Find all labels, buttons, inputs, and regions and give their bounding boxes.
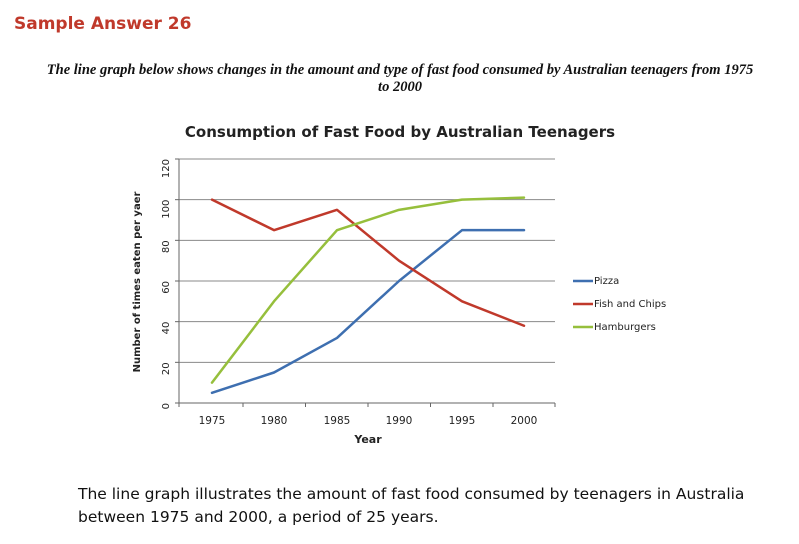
legend-label: Pizza bbox=[594, 276, 619, 287]
task-prompt: The line graph below shows changes in th… bbox=[46, 62, 754, 95]
series-line-fish-and-chips bbox=[210, 198, 526, 327]
chart-title: Consumption of Fast Food by Australian T… bbox=[185, 123, 615, 141]
page-heading: Sample Answer 26 bbox=[14, 14, 192, 34]
y-tick-label: 40 bbox=[161, 322, 172, 335]
answer-paragraph: The line graph illustrates the amount of… bbox=[78, 485, 745, 526]
x-tick-label: 1995 bbox=[449, 415, 476, 427]
legend: Pizza Fish and Chips Hamburgers bbox=[573, 276, 666, 333]
x-tick-label: 2000 bbox=[511, 415, 538, 427]
series-line-pizza bbox=[210, 228, 526, 395]
y-axis-label: Number of times eaten per yaer bbox=[132, 192, 143, 373]
series-line-hamburgers bbox=[210, 196, 526, 384]
x-axis-label: Year bbox=[353, 433, 382, 446]
x-tick-label: 1975 bbox=[199, 415, 226, 427]
legend-label: Fish and Chips bbox=[594, 299, 666, 310]
x-tick-label: 1980 bbox=[261, 415, 288, 427]
y-tick-label: 120 bbox=[161, 159, 172, 178]
axes: 0 20 40 60 80 100 120 1975 1980 1985 1990 1995 2000 bbox=[161, 158, 556, 427]
legend-label: Hamburgers bbox=[594, 322, 656, 333]
y-tick-label: 100 bbox=[161, 200, 172, 219]
y-tick-label: 80 bbox=[161, 240, 172, 253]
x-tick-label: 1985 bbox=[324, 415, 351, 427]
y-tick-label: 20 bbox=[161, 362, 172, 375]
gridlines bbox=[179, 158, 555, 363]
series-lines bbox=[210, 196, 526, 395]
y-tick-label: 60 bbox=[161, 281, 172, 294]
y-tick-label: 0 bbox=[161, 403, 172, 409]
x-tick-label: 1990 bbox=[386, 415, 413, 427]
